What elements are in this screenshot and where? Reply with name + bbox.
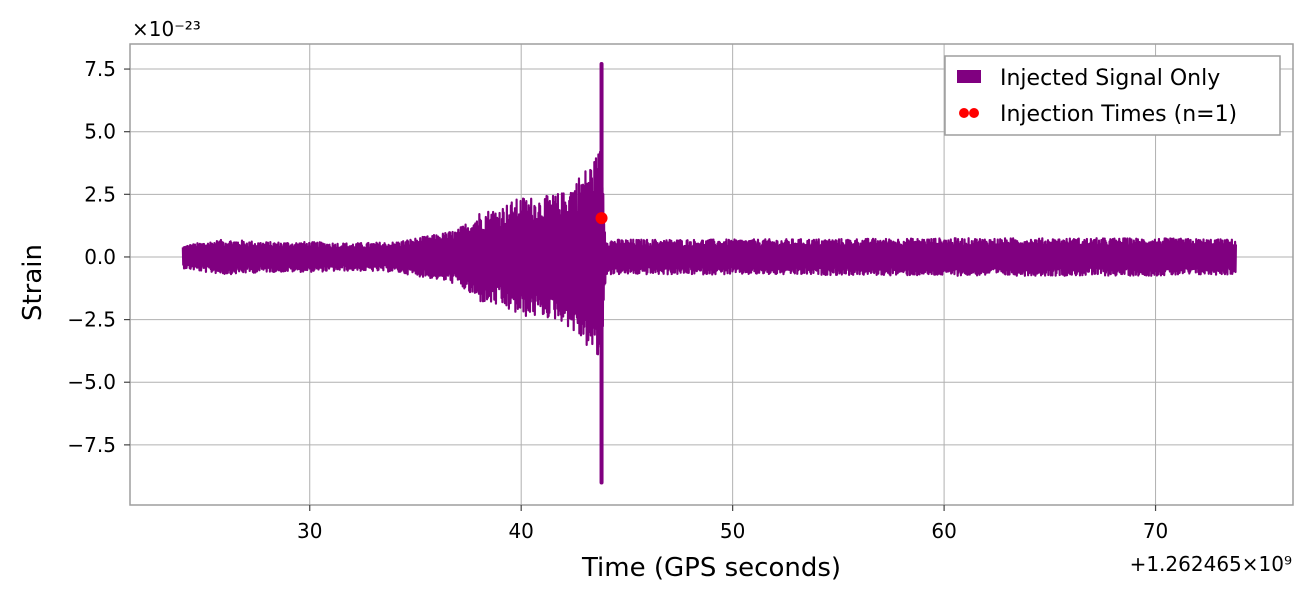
strain-signal-line (181, 150, 1238, 356)
legend-marker-injection (969, 108, 979, 118)
x-tick-label: 30 (297, 519, 322, 543)
y-tick-label: 2.5 (84, 182, 116, 206)
y-axis-label: Strain (18, 244, 48, 321)
y-tick-label: 7.5 (84, 57, 116, 81)
x-tick-label: 70 (1143, 519, 1168, 543)
ticks: 30 40 50 60 70 −7.5 −5.0 −2.5 0.0 2.5 5.0 7.5 (67, 57, 1168, 543)
y-tick-label: 5.0 (84, 120, 116, 144)
legend: Injected Signal Only Injection Times (n=… (944, 55, 1281, 136)
y-tick-label: −7.5 (67, 433, 116, 457)
y-tick-label: −5.0 (67, 370, 116, 394)
data-layer (181, 62, 1238, 485)
axes-frame (129, 43, 1294, 506)
x-tick-label: 50 (720, 519, 745, 543)
legend-marker-injection (959, 108, 969, 118)
legend-label-signal: Injected Signal Only (1000, 66, 1220, 91)
y-tick-label: −2.5 (67, 308, 116, 332)
x-tick-label: 40 (508, 519, 533, 543)
injection-marker (595, 212, 608, 225)
legend-swatch-signal (957, 70, 981, 83)
x-tick-label: 60 (931, 519, 956, 543)
x-offset-text: +1.262465×10⁹ (1130, 552, 1292, 576)
legend-box (944, 55, 1281, 136)
y-tick-label: 0.0 (84, 245, 116, 269)
x-axis-label: Time (GPS seconds) (581, 553, 841, 583)
legend-label-injection: Injection Times (n=1) (1000, 102, 1237, 127)
y-scale-text: ×10⁻²³ (132, 17, 201, 41)
